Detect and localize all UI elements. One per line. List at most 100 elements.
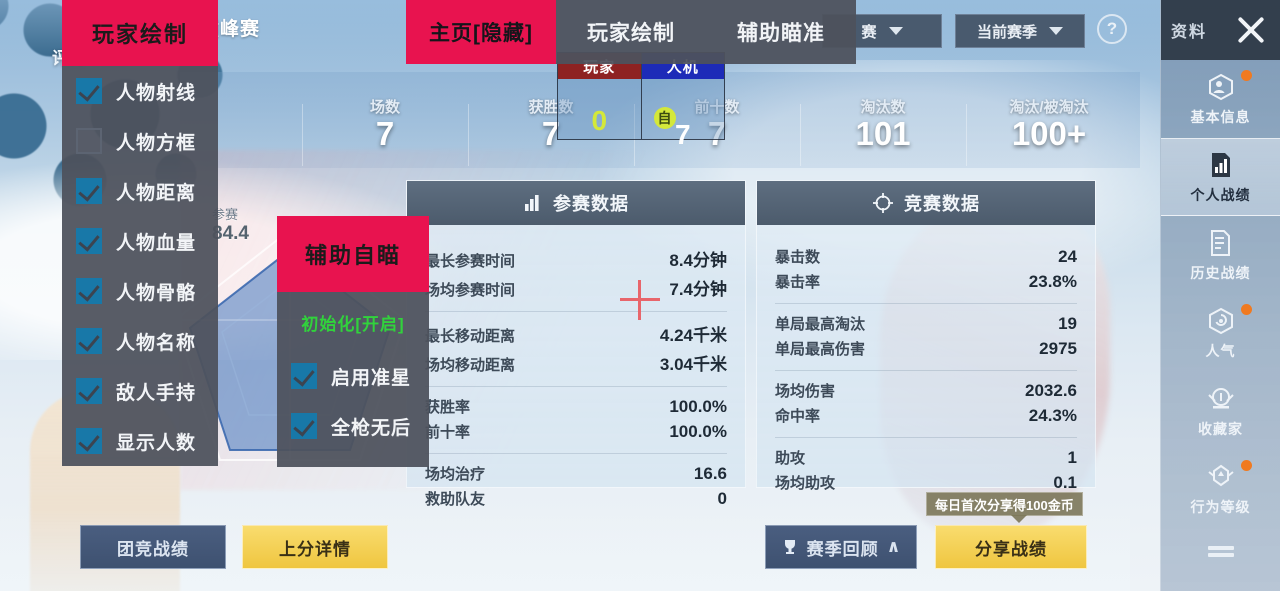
cheat-tab-aim-assist[interactable]: 辅助瞄准 [737, 22, 825, 45]
row-key: 暴击率 [775, 274, 821, 291]
checkbox-unchecked-icon[interactable] [76, 128, 102, 154]
sidebar-item-label: 人气 [1205, 342, 1236, 359]
cheat-option-label: 人物距离 [116, 182, 197, 204]
combat-data-panel: 竞赛数据 暴击数 24 暴击率 23.8% 单局最高淘汰 19 单局最高 [756, 180, 1096, 492]
checkbox-checked-icon[interactable] [76, 178, 102, 204]
cheat-tab-home[interactable]: 主页[隐藏] [406, 0, 556, 64]
stat-wins: 获胜数 7 [468, 96, 634, 166]
checkbox-checked-icon[interactable] [76, 228, 102, 254]
row-group: 获胜率 100.0% 前十率 100.0% [425, 387, 727, 454]
row-value: 2975 [1039, 339, 1077, 358]
checkbox-checked-icon[interactable] [76, 78, 102, 104]
row-value: 4.24千米 [659, 326, 727, 345]
row-value: 2032.6 [1025, 381, 1077, 400]
cheat-pvp-bot-column: 人机 自 7 [641, 53, 724, 150]
checkbox-checked-icon[interactable] [76, 278, 102, 304]
data-row: 救助队友 0 [425, 486, 727, 511]
row-value: 3.04千米 [659, 355, 727, 374]
coin-icon: 自 [653, 107, 676, 129]
row-key: 助攻 [775, 450, 806, 467]
cheat-aim-option-no-recoil[interactable]: 全枪无后 [277, 401, 429, 451]
sidebar-item-label: 历史战绩 [1190, 264, 1251, 281]
cheat-option-label: 人物名称 [116, 332, 197, 354]
top-stats-strip: 场数 7 获胜数 7 前十数 7 淘汰数 101 淘汰/被淘汰 100+ [182, 80, 1132, 168]
row-key: 最长移动距离 [425, 328, 516, 345]
cheat-option-player-skeleton[interactable]: 人物骨骼 [62, 266, 218, 316]
row-value: 24 [1058, 247, 1077, 266]
cheat-option-player-distance[interactable]: 人物距离 [62, 166, 218, 216]
sidebar-title: 资料 [1171, 24, 1208, 41]
radar-label-value: 84.4 [212, 222, 249, 244]
more-lines-icon[interactable] [1161, 528, 1280, 574]
checkbox-checked-icon[interactable] [291, 363, 317, 389]
popularity-rose-icon [1206, 306, 1236, 336]
row-value: 19 [1058, 314, 1077, 333]
checkbox-checked-icon[interactable] [291, 413, 317, 439]
collector-medal-icon [1206, 384, 1236, 414]
sidebar-item-personal-record[interactable]: 个人战绩 [1161, 138, 1280, 216]
data-row: 命中率 24.3% [775, 403, 1077, 428]
checkbox-checked-icon[interactable] [76, 378, 102, 404]
checkbox-checked-icon[interactable] [76, 428, 102, 454]
cheat-aim-init-status: 初始化[开启] [301, 315, 405, 334]
rank-details-label: 上分详情 [279, 539, 351, 559]
row-key: 暴击数 [775, 249, 821, 266]
crosshair-target-icon [873, 193, 893, 213]
stat-label: 前十数 [694, 99, 740, 117]
stat-label: 场数 [369, 99, 400, 117]
row-value: 0 [717, 489, 727, 508]
row-key: 获胜率 [425, 399, 471, 416]
row-group: 暴击数 24 暴击率 23.8% [775, 237, 1077, 304]
sidebar-item-popularity[interactable]: 人气 [1161, 294, 1280, 372]
cheat-option-player-box[interactable]: 人物方框 [62, 116, 218, 166]
sidebar-item-history-record[interactable]: 历史战绩 [1161, 216, 1280, 294]
close-x-icon[interactable] [1232, 11, 1270, 49]
row-group: 单局最高淘汰 19 单局最高伤害 2975 [775, 304, 1077, 371]
help-icon[interactable]: ? [1097, 14, 1127, 44]
data-row: 最长移动距离 4.24千米 [425, 319, 727, 348]
cheat-pvp-bot-value-area: 自 7 [641, 79, 724, 150]
checkbox-checked-icon[interactable] [76, 328, 102, 354]
cheat-aim-option-enable-crosshair[interactable]: 启用准星 [277, 351, 429, 401]
sidebar-item-basic-info[interactable]: 基本信息 [1161, 60, 1280, 138]
data-row: 助攻 1 [775, 445, 1077, 470]
row-key: 命中率 [775, 408, 821, 425]
bar-chart-icon [525, 195, 539, 211]
rank-details-button[interactable]: 上分详情 [242, 525, 388, 569]
aim-crosshair-overlay-icon [620, 280, 660, 320]
sidebar-item-collector[interactable]: 收藏家 [1161, 372, 1280, 450]
sidebar-item-label: 收藏家 [1198, 420, 1243, 437]
cheat-player-draw-menu: 玩家绘制 人物射线 人物方框 人物距离 人物血量 人物骨骼 人物名称 敌人手持 [62, 0, 218, 466]
cheat-tab-player-draw[interactable]: 玩家绘制 [587, 22, 675, 45]
cheat-aim-option-label: 启用准星 [331, 367, 412, 389]
sidebar-item-label: 个人战绩 [1190, 186, 1251, 203]
season-review-button[interactable]: 赛季回顾 ∧ [765, 525, 917, 569]
sidebar-item-label: 行为等级 [1190, 498, 1251, 515]
row-group: 场均伤害 2032.6 命中率 24.3% [775, 371, 1077, 438]
stat-value: 101 [855, 115, 911, 153]
stat-label: 淘汰/被淘汰 [1009, 99, 1089, 117]
row-key: 场均治疗 [425, 466, 486, 483]
row-value: 100.0% [669, 422, 727, 441]
stat-value: 100+ [1011, 115, 1087, 153]
stat-value: 7 [375, 115, 395, 153]
season-dropdown[interactable]: 当前赛季 [955, 14, 1085, 48]
cheat-option-player-line[interactable]: 人物射线 [62, 66, 218, 116]
share-record-button[interactable]: 分享战绩 [935, 525, 1087, 569]
combat-data-panel-title: 竞赛数据 [904, 194, 980, 214]
cheat-option-show-count[interactable]: 显示人数 [62, 416, 218, 466]
cheat-option-label: 人物血量 [116, 232, 197, 254]
team-record-button[interactable]: 团竞战绩 [80, 525, 226, 569]
stat-kd: 淘汰/被淘汰 100+ [966, 96, 1132, 166]
stat-top10: 前十数 7 [634, 96, 800, 166]
data-row: 场均治疗 16.6 [425, 461, 727, 486]
chevron-down-icon [888, 27, 903, 35]
sidebar-item-behavior-level[interactable]: 行为等级 [1161, 450, 1280, 528]
data-row: 单局最高伤害 2975 [775, 336, 1077, 361]
cheat-option-player-health[interactable]: 人物血量 [62, 216, 218, 266]
row-value: 1 [1067, 448, 1077, 467]
cheat-option-enemy-weapon[interactable]: 敌人手持 [62, 366, 218, 416]
stat-label: 获胜数 [528, 99, 574, 117]
data-row: 场均伤害 2032.6 [775, 378, 1077, 403]
cheat-option-player-name[interactable]: 人物名称 [62, 316, 218, 366]
